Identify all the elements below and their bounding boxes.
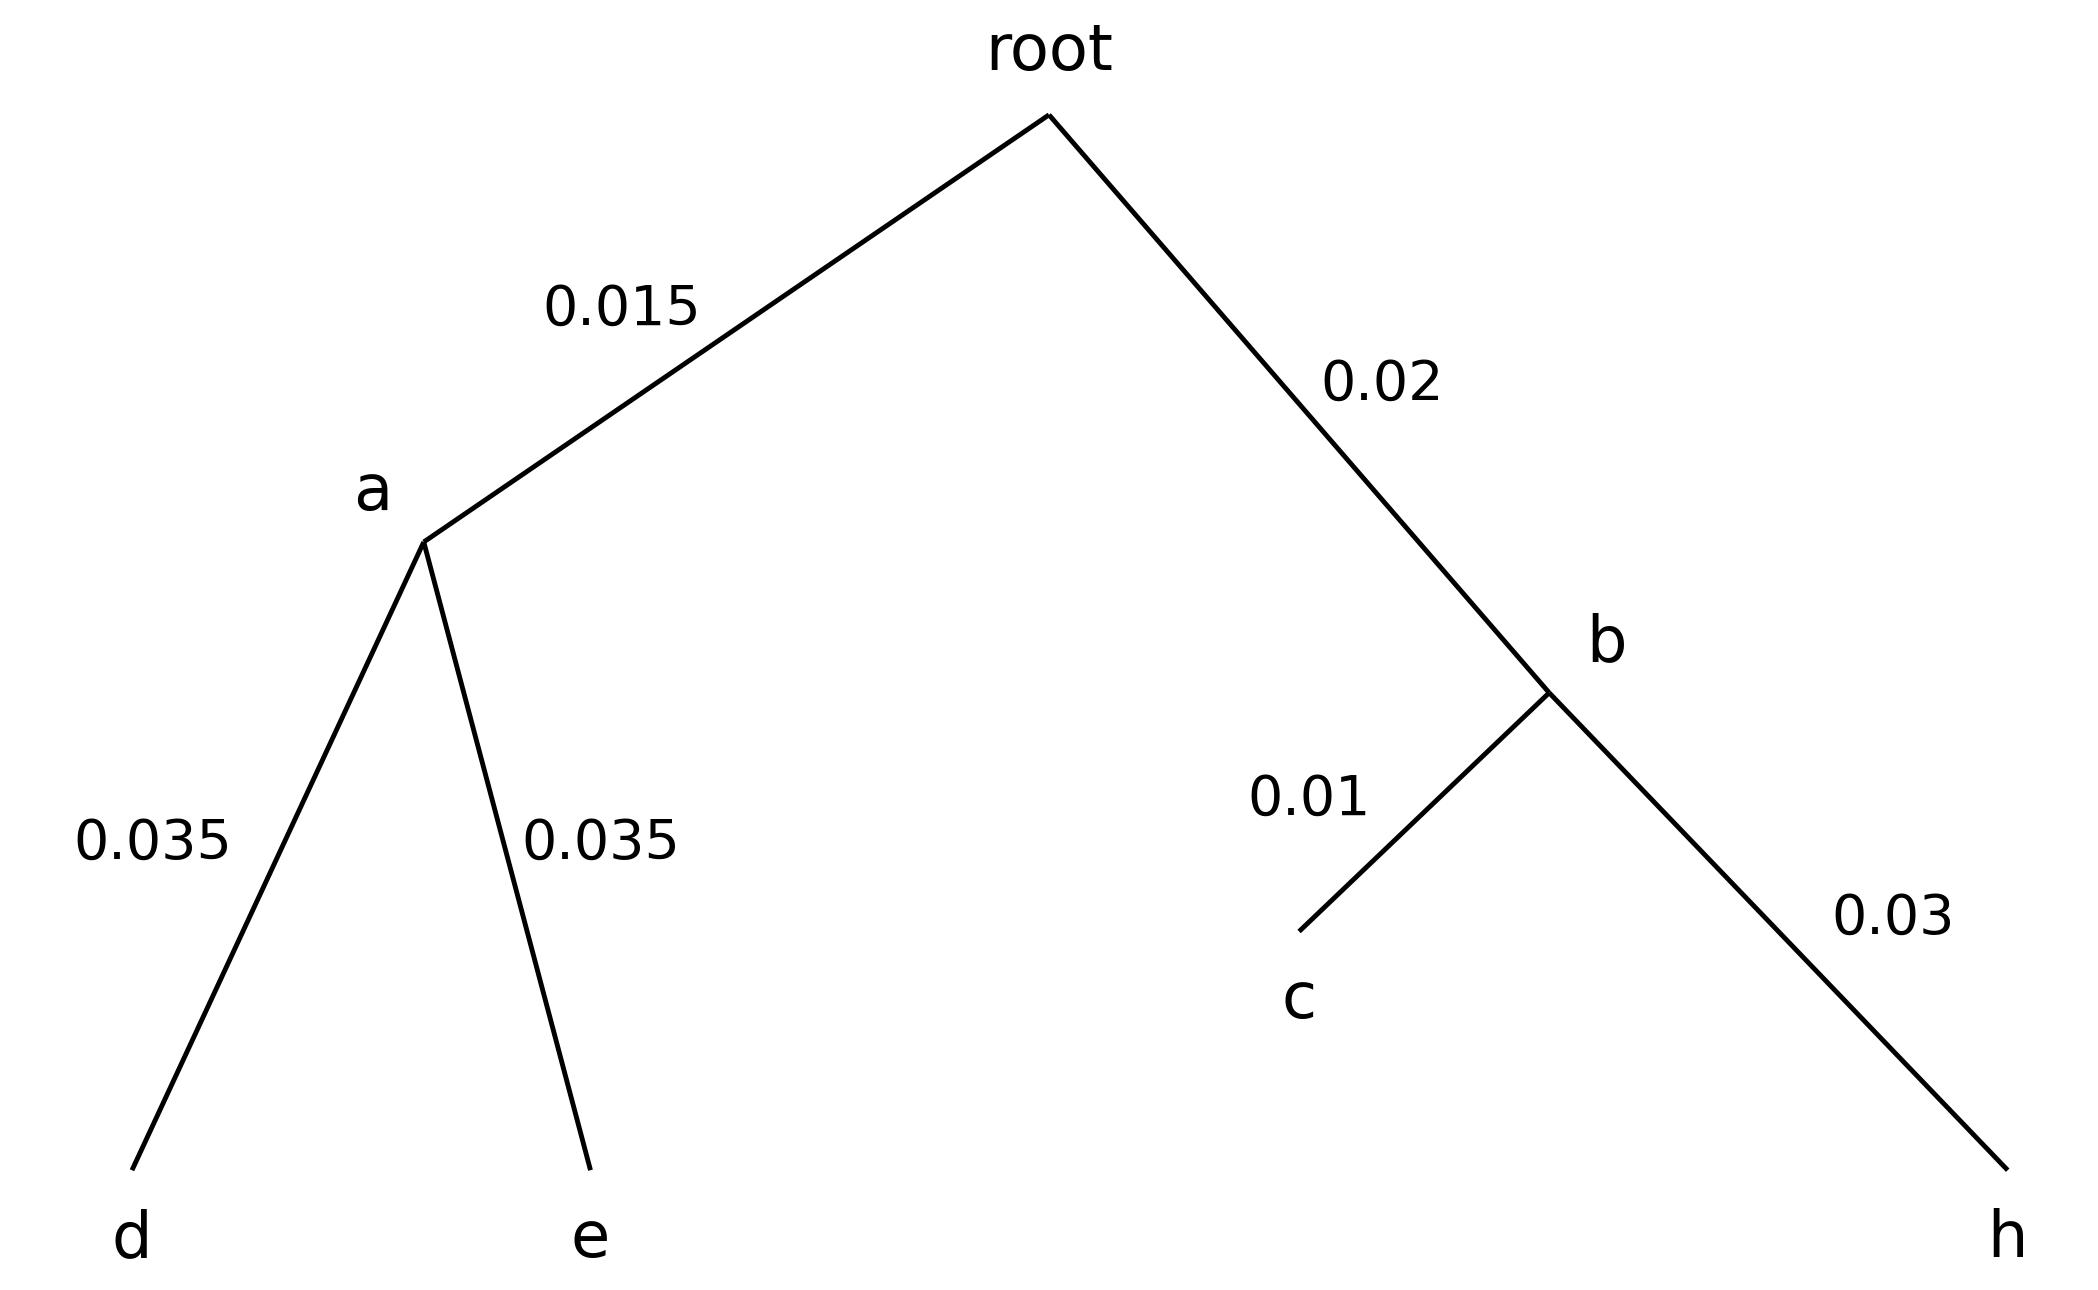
Text: 0.03: 0.03 (1832, 891, 1955, 946)
Text: d: d (111, 1207, 153, 1269)
Text: root: root (986, 22, 1112, 84)
Text: 0.035: 0.035 (73, 817, 233, 871)
Text: h: h (1987, 1207, 2029, 1269)
Text: a: a (352, 461, 392, 524)
Text: 0.01: 0.01 (1248, 773, 1372, 827)
Text: 0.02: 0.02 (1322, 357, 1443, 412)
Text: c: c (1282, 969, 1318, 1031)
Text: 0.035: 0.035 (522, 817, 680, 871)
Text: e: e (571, 1207, 611, 1269)
Text: 0.015: 0.015 (543, 283, 701, 337)
Text: b: b (1586, 611, 1628, 673)
